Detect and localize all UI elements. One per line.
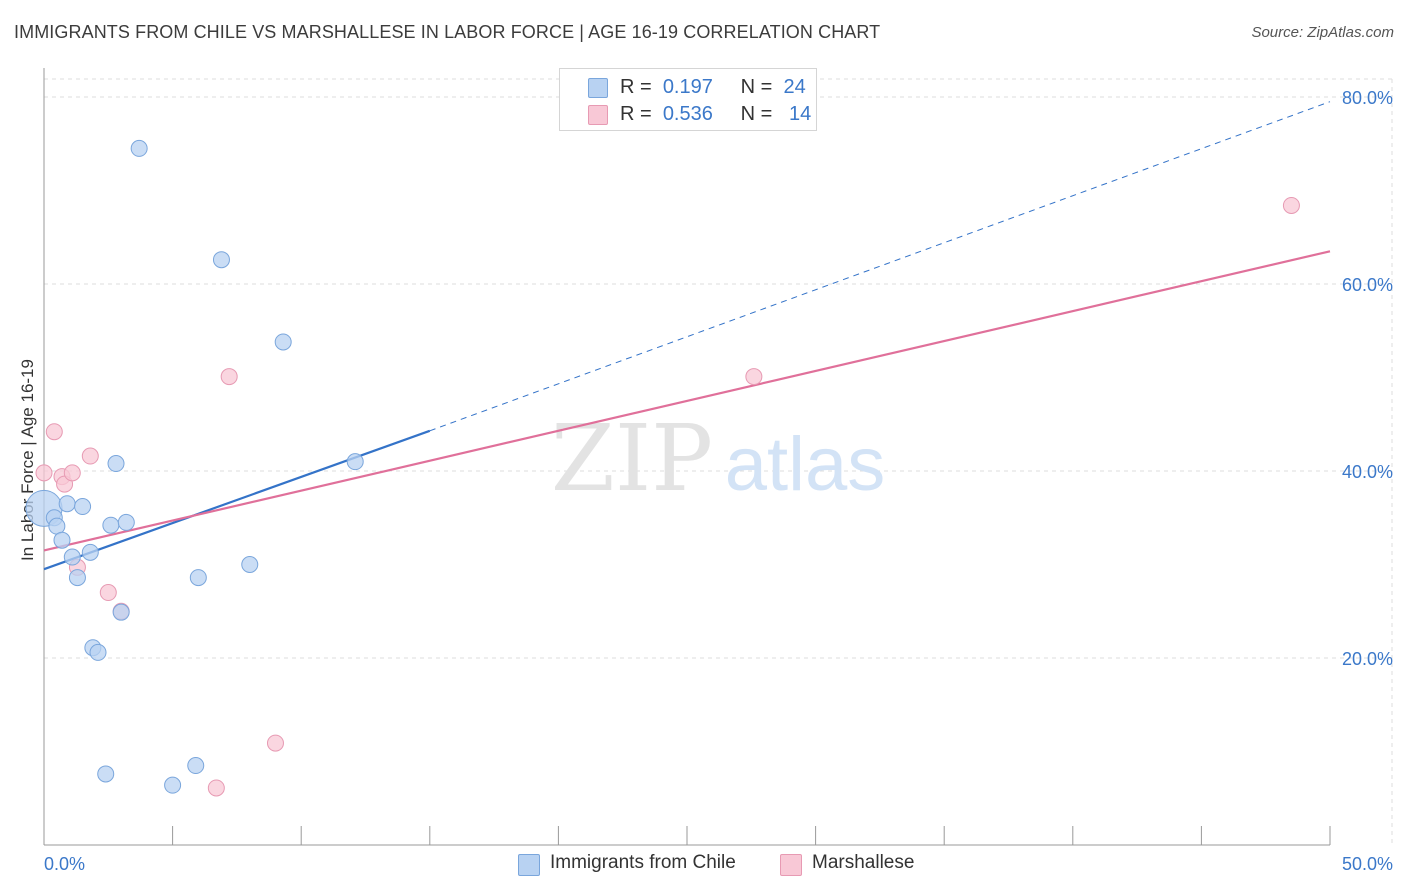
point-marshallese xyxy=(35,464,53,482)
chart-title: IMMIGRANTS FROM CHILE VS MARSHALLESE IN … xyxy=(14,22,881,42)
point-chile xyxy=(187,757,205,775)
point-marshallese xyxy=(81,447,99,465)
axes xyxy=(43,68,1331,846)
trend-line-chile xyxy=(43,429,431,571)
point-chile xyxy=(189,569,207,587)
point-chile xyxy=(53,531,71,549)
point-chile xyxy=(81,543,99,561)
legend-label: Immigrants from Chile xyxy=(550,852,736,873)
point-chile xyxy=(130,139,148,157)
point-chile xyxy=(97,765,115,783)
point-chile xyxy=(241,556,259,573)
watermark-zip: ZIP xyxy=(551,405,713,512)
point-chile xyxy=(68,569,86,587)
legend-r-label: R = xyxy=(620,76,652,98)
legend-n-value: 24 xyxy=(783,76,806,98)
point-marshallese xyxy=(99,584,117,602)
marshallese-swatch xyxy=(780,854,802,876)
point-marshallese xyxy=(207,779,225,797)
y-tick-label: 20.0% xyxy=(1342,649,1393,669)
point-chile xyxy=(117,513,135,531)
point-chile xyxy=(74,498,92,516)
trend-lines xyxy=(43,101,1331,571)
tick-labels: 20.0% 40.0% 60.0% 80.0% 0.0% 50.0% xyxy=(44,88,1393,874)
chile-swatch xyxy=(588,78,608,98)
point-chile xyxy=(102,516,120,534)
legend-r-value: 0.536 xyxy=(662,103,713,125)
legend-n-value: 14 xyxy=(789,103,812,125)
point-chile xyxy=(107,455,125,473)
legend-label: Marshallese xyxy=(812,852,915,873)
watermark-atlas: atlas xyxy=(725,422,886,507)
chile-swatch xyxy=(518,854,540,876)
trend-line-extension xyxy=(429,101,1331,432)
point-marshallese xyxy=(220,368,238,386)
legend-n-label: N = xyxy=(740,76,773,98)
trend-line-marshallese xyxy=(43,250,1331,552)
y-tick-label: 80.0% xyxy=(1342,88,1393,108)
point-chile xyxy=(58,495,76,513)
source-label: Source: ZipAtlas.com xyxy=(1251,24,1394,41)
legend-n-label: N = xyxy=(740,103,773,125)
y-tick-label: 60.0% xyxy=(1342,275,1393,295)
legend-r-value: 0.197 xyxy=(662,76,713,98)
point-chile xyxy=(63,548,81,566)
point-chile xyxy=(89,643,107,661)
x-tick-label: 50.0% xyxy=(1342,854,1393,874)
grid-lines xyxy=(44,78,1393,845)
x-tick-label: 0.0% xyxy=(44,854,85,874)
legend-r-label: R = xyxy=(620,103,652,125)
point-marshallese xyxy=(45,423,63,441)
correlation-legend: R = 0.197 N = 24 R = 0.536 N = 14 xyxy=(559,68,817,131)
point-marshallese xyxy=(745,368,763,386)
point-marshallese xyxy=(63,464,81,482)
point-chile xyxy=(112,603,130,621)
point-marshallese xyxy=(266,734,284,752)
point-chile xyxy=(346,453,364,471)
y-tick-label: 40.0% xyxy=(1342,462,1393,482)
point-chile xyxy=(212,251,230,269)
data-points xyxy=(25,139,1300,797)
point-marshallese xyxy=(1282,196,1300,214)
point-chile xyxy=(274,333,292,351)
marshallese-swatch xyxy=(588,105,608,125)
series-legend: Immigrants from Chile Marshallese xyxy=(0,850,1406,880)
point-chile xyxy=(164,776,182,794)
